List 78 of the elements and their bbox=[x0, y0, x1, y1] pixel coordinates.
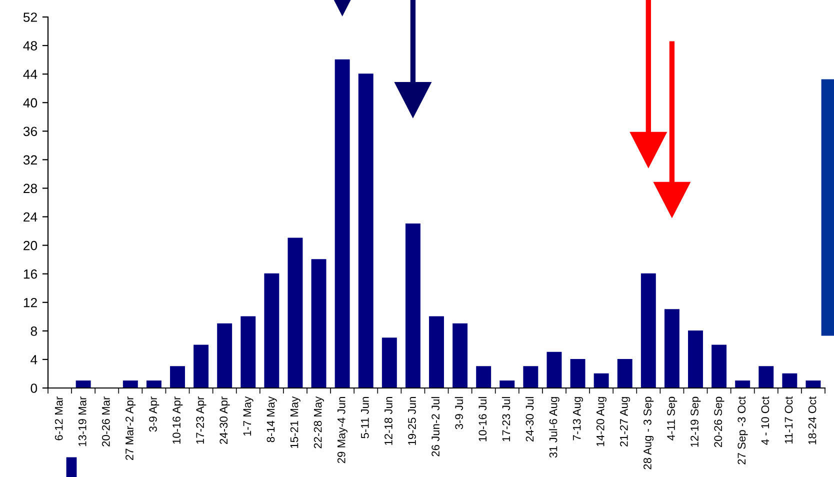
bar bbox=[194, 344, 209, 388]
x-tick-label: 31 Jul-6 Aug bbox=[549, 397, 560, 458]
bar bbox=[688, 330, 703, 388]
y-tick-label: 0 bbox=[30, 384, 38, 393]
bar bbox=[758, 366, 774, 388]
bar bbox=[735, 380, 750, 388]
x-tick-label: 5-11 Jun bbox=[361, 397, 369, 438]
bar bbox=[146, 380, 162, 388]
y-tick-label: 20 bbox=[24, 240, 38, 250]
bar bbox=[806, 380, 821, 388]
bar bbox=[264, 273, 280, 388]
y-tick-label: 4 bbox=[30, 355, 38, 364]
x-tick-label: 27 Mar-2 Apr bbox=[126, 396, 136, 460]
bar bbox=[122, 380, 138, 388]
x-tick-label: 19-25 Jun bbox=[408, 397, 416, 445]
x-tick-label: 11-17 Oct bbox=[784, 396, 793, 444]
y-tick-label: 12 bbox=[24, 298, 37, 308]
x-tick-label: 20-26 Sep bbox=[714, 396, 724, 448]
y-tick-label: 36 bbox=[23, 126, 38, 136]
x-tick-label: 13-19 Mar bbox=[78, 396, 86, 446]
bar bbox=[382, 338, 397, 388]
x-tick-label: 10-16 Apr bbox=[172, 396, 183, 444]
bar bbox=[617, 359, 632, 388]
bar bbox=[712, 344, 727, 388]
x-tick-label: 29 May-4 Jun bbox=[337, 397, 348, 464]
bar bbox=[640, 273, 656, 388]
bar bbox=[240, 316, 256, 388]
bar bbox=[594, 373, 609, 388]
bar bbox=[476, 366, 492, 388]
y-tick-label: 8 bbox=[30, 326, 38, 336]
x-tick-label: 21-27 Aug bbox=[620, 397, 630, 446]
y-tick-label: 24 bbox=[24, 212, 38, 222]
x-tick-label: 22-28 May bbox=[314, 396, 324, 448]
bar bbox=[546, 352, 562, 388]
bar bbox=[452, 323, 468, 388]
x-tick-label: 8-14 May bbox=[266, 396, 277, 442]
y-tick-label: 32 bbox=[23, 155, 37, 165]
y-tick-label: 28 bbox=[24, 184, 38, 194]
x-tick-label: 27 Sep -3 Oct bbox=[738, 396, 748, 464]
x-tick-label: 26 Jun-2 Jul bbox=[431, 397, 440, 456]
bar bbox=[664, 309, 680, 388]
x-tick-label: 10-16 Jul bbox=[478, 397, 487, 442]
x-tick-label: 17-23 Apr bbox=[196, 396, 206, 444]
bar bbox=[405, 223, 420, 388]
x-tick-label: 20-26 Mar bbox=[102, 396, 110, 446]
x-tick-label: 17-23 Jul bbox=[502, 397, 510, 442]
y-tick-label: 44 bbox=[23, 70, 38, 79]
x-tick-label: 14-20 Aug bbox=[596, 397, 606, 446]
x-tick-label: 4 - 10 Oct bbox=[761, 396, 770, 445]
x-tick-label: 28 Aug - 3 Sep bbox=[644, 396, 654, 470]
x-tick-label: 4-11 Sep bbox=[667, 396, 678, 440]
bar bbox=[76, 380, 91, 388]
x-tick-label: 6-12 Mar bbox=[54, 396, 63, 440]
x-tick-label: 12-18 Jun bbox=[384, 397, 392, 445]
x-tick-label: 18-24 Oct bbox=[808, 396, 816, 444]
x-tick-label: 3-9 Jul bbox=[454, 397, 464, 430]
y-tick-label: 40 bbox=[23, 98, 38, 108]
bar bbox=[358, 74, 374, 388]
bar bbox=[500, 380, 515, 388]
bar bbox=[170, 366, 185, 388]
y-tick-label: 48 bbox=[23, 41, 38, 50]
bar bbox=[334, 59, 350, 388]
y-tick-label: 52 bbox=[23, 12, 37, 22]
bar bbox=[523, 366, 538, 388]
x-tick-label: 12-19 Sep bbox=[690, 396, 701, 447]
bar bbox=[217, 323, 232, 388]
x-tick-label: 1-7 May bbox=[243, 396, 254, 436]
bar bbox=[429, 316, 444, 388]
x-tick-label: 3-9 Apr bbox=[149, 396, 160, 432]
x-tick-label: 24-30 Jul bbox=[526, 397, 534, 442]
bar bbox=[570, 359, 586, 388]
x-tick-label: 15-21 May bbox=[290, 396, 300, 448]
x-tick-label: 7-13 Aug bbox=[572, 397, 583, 440]
y-tick-label: 16 bbox=[24, 269, 38, 279]
bar bbox=[311, 259, 326, 388]
bar bbox=[288, 238, 303, 388]
x-tick-label: 24-30 Apr bbox=[220, 396, 230, 444]
bar bbox=[782, 373, 798, 388]
